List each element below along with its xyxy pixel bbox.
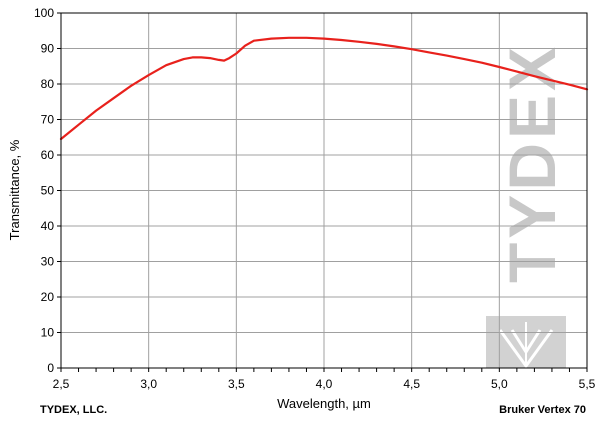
y-tick-label: 20 [41,290,55,304]
x-tick-label: 3,0 [140,377,157,391]
y-tick-label: 80 [41,77,55,91]
y-tick-label: 90 [41,42,55,56]
series-layer [59,36,589,141]
x-tick-label: 5,5 [579,377,596,391]
watermark: TYDEX [486,43,569,369]
y-axis-label: Transmittance, % [7,139,22,240]
watermark-text: TYDEX [495,43,569,283]
footer-company: TYDEX, LLC. [40,404,108,416]
y-tick-label: 50 [41,184,55,198]
x-tick-label: 3,5 [228,377,245,391]
x-axis-label: Wavelength, µm [277,396,371,411]
y-tick-label: 40 [41,219,55,233]
minor-ticks [57,12,588,372]
y-tick-labels: 0 10 20 30 40 50 60 70 80 90 100 [34,6,54,375]
plot-frame [60,12,588,369]
transmittance-series-line [59,36,589,141]
y-tick-label: 70 [41,113,55,127]
x-tick-label: 4,5 [403,377,420,391]
tydex-logo-icon [486,316,566,369]
y-tick-label: 100 [34,6,54,20]
y-tick-label: 60 [41,148,55,162]
x-tick-label: 2,5 [53,377,70,391]
x-tick-label: 4,0 [316,377,333,391]
footer-instrument: Bruker Vertex 70 [499,404,586,416]
x-tick-label: 5,0 [491,377,508,391]
y-tick-label: 0 [47,361,54,375]
x-tick-labels: 2,5 3,0 3,5 4,0 4,5 5,0 5,5 [53,377,596,391]
y-tick-label: 10 [41,326,55,340]
y-tick-label: 30 [41,255,55,269]
